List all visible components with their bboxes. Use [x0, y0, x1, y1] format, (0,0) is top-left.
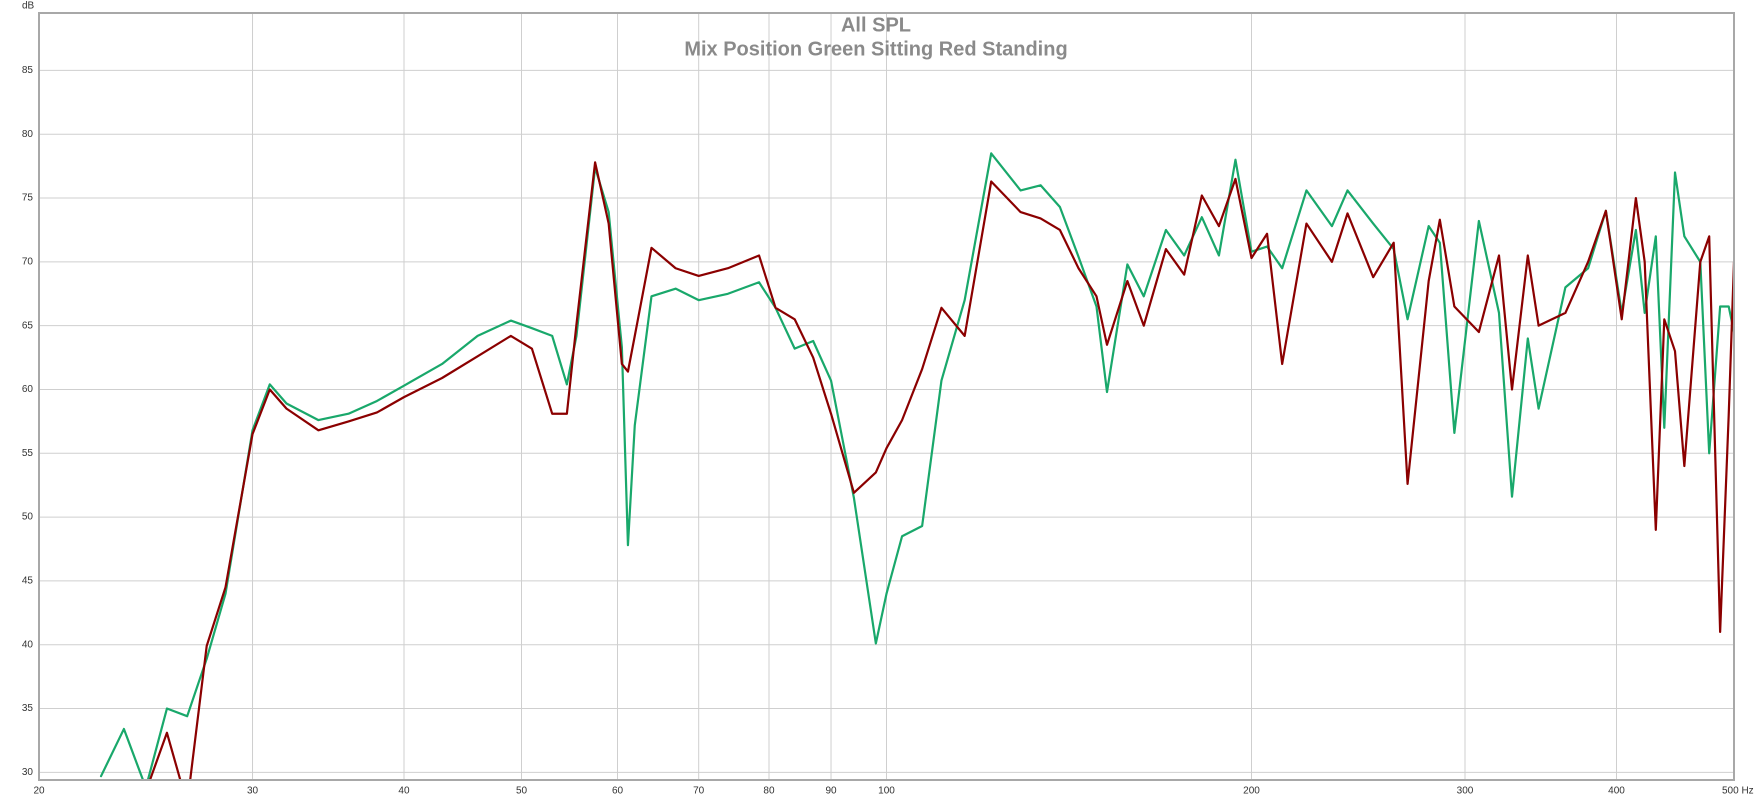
- x-tick-label: 60: [612, 786, 624, 797]
- series-line: [99, 152, 1734, 780]
- chart-subtitle: Mix Position Green Sitting Red Standing: [684, 38, 1067, 60]
- y-tick-label: 70: [22, 257, 34, 268]
- series-line: [148, 161, 1734, 780]
- x-tick-label: 50: [516, 786, 528, 797]
- y-tick-label: 50: [22, 512, 34, 523]
- y-axis-label: dB: [22, 1, 35, 12]
- y-tick-label: 45: [22, 576, 34, 587]
- x-tick-label: 90: [825, 786, 837, 797]
- x-tick-label: 40: [398, 786, 410, 797]
- x-tick-label: 30: [247, 786, 259, 797]
- x-tick-label: 500 Hz: [1722, 786, 1754, 797]
- x-tick-label: 80: [763, 786, 775, 797]
- y-tick-label: 30: [22, 767, 34, 778]
- chart-title: All SPL: [841, 14, 911, 36]
- y-tick-label: 65: [22, 320, 34, 331]
- y-tick-label: 85: [22, 65, 34, 76]
- plot-lines: [99, 152, 1734, 780]
- x-tick-label: 200: [1243, 786, 1260, 797]
- x-tick-label: 20: [33, 786, 45, 797]
- y-tick-label: 80: [22, 129, 34, 140]
- y-tick-label: 40: [22, 639, 34, 650]
- y-tick-label: 55: [22, 448, 34, 459]
- plot-frame: [38, 12, 1735, 781]
- x-tick-label: 300: [1457, 786, 1474, 797]
- y-tick-label: 60: [22, 384, 34, 395]
- y-tick-label: 75: [22, 193, 34, 204]
- y-tick-label: 35: [22, 703, 34, 714]
- x-tick-label: 400: [1608, 786, 1625, 797]
- x-tick-label: 100: [878, 786, 895, 797]
- x-tick-label: 70: [693, 786, 705, 797]
